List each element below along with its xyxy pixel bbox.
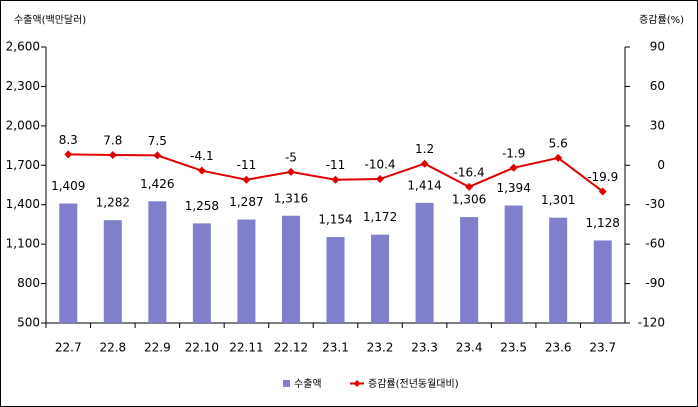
tick-label: 30 [650,118,665,132]
tick-label: 500 [17,316,40,330]
line-marker [286,167,295,176]
x-tick-label: 23.4 [456,341,483,355]
line-value-label: -4.1 [190,149,213,163]
legend-label: 증감률(전년동월대비) [368,378,459,390]
tick-label: 2,300 [6,79,40,93]
tick-label: 1,700 [6,158,40,172]
bar-value-label: 1,301 [541,193,575,207]
bar [504,205,523,323]
line-marker [197,166,206,175]
line-value-label: 8.3 [59,133,78,147]
x-tick-label: 22.11 [229,341,263,355]
bar-value-label: 1,409 [51,179,85,193]
line-value-label: -16.4 [454,165,485,179]
bar-value-label: 1,282 [96,196,130,210]
tick-label: -90 [645,276,665,290]
bar-value-label: 1,154 [318,213,352,227]
tick-label: 0 [657,158,665,172]
tick-label: -30 [645,197,665,211]
line-value-label: 7.8 [103,134,122,148]
bar-value-label: 1,394 [496,181,530,195]
line-value-label: 1.2 [415,142,434,156]
line-marker [153,151,162,160]
tick-label: -60 [645,237,665,251]
x-tick-label: 23.6 [545,341,572,355]
line-value-label: 7.5 [148,134,167,148]
x-tick-label: 23.2 [367,341,394,355]
bar [415,202,434,323]
line-marker [331,175,340,184]
line-marker [554,153,563,162]
bar [460,217,479,323]
line-value-label: 5.6 [549,136,568,150]
line-value-label: -19.9 [587,170,618,184]
bar [281,215,300,323]
bar-value-label: 1,287 [229,195,263,209]
bar [59,203,78,323]
x-tick-label: 22.9 [144,341,171,355]
x-tick-label: 22.7 [55,341,82,355]
line-marker [242,175,251,184]
x-tick-label: 22.10 [185,341,219,355]
tick-label: 1,100 [6,237,40,251]
line-value-label: -11 [237,158,257,172]
legend-label: 수출액 [294,378,322,390]
line-value-label: -5 [285,150,297,164]
tick-label: -120 [638,316,665,330]
line-marker [64,150,73,159]
bar [371,234,390,323]
x-tick-label: 22.8 [99,341,126,355]
bar-value-label: 1,258 [185,199,219,213]
x-tick-label: 23.3 [411,341,438,355]
bar [148,201,167,323]
x-tick-label: 22.12 [274,341,308,355]
bar-value-label: 1,414 [407,178,441,192]
y-axis-title: 수출액(백만달러) [14,14,86,26]
line-marker [465,182,474,191]
bar [549,217,568,323]
line-marker [376,174,385,183]
x-tick-label: 23.7 [589,341,616,355]
tick-label: 60 [650,79,665,93]
x-tick-label: 23.5 [500,341,527,355]
x-tick-label: 23.1 [322,341,349,355]
bar-value-label: 1,306 [452,193,486,207]
line-marker [509,163,518,172]
line-marker [598,187,607,196]
legend-swatch [283,380,290,387]
tick-label: 2,600 [6,40,40,54]
bar [326,237,345,323]
bar-value-label: 1,128 [586,216,620,230]
tick-label: 800 [17,276,40,290]
line-value-label: -11 [326,158,346,172]
bar-value-label: 1,426 [140,177,174,191]
line-value-label: -1.9 [502,146,525,160]
bar-value-label: 1,316 [274,191,308,205]
line-value-label: -10.4 [365,157,396,171]
legend-swatch [353,380,361,387]
bar [237,219,256,323]
tick-label: 90 [650,40,665,54]
bar [192,223,211,323]
line-marker [108,151,117,160]
bar [593,240,612,323]
bar-value-label: 1,172 [363,210,397,224]
y2-axis-title: 증감률(%) [639,14,684,26]
tick-label: 1,400 [6,197,40,211]
bar [103,220,122,323]
tick-label: 2,000 [6,118,40,132]
line-marker [420,159,429,168]
